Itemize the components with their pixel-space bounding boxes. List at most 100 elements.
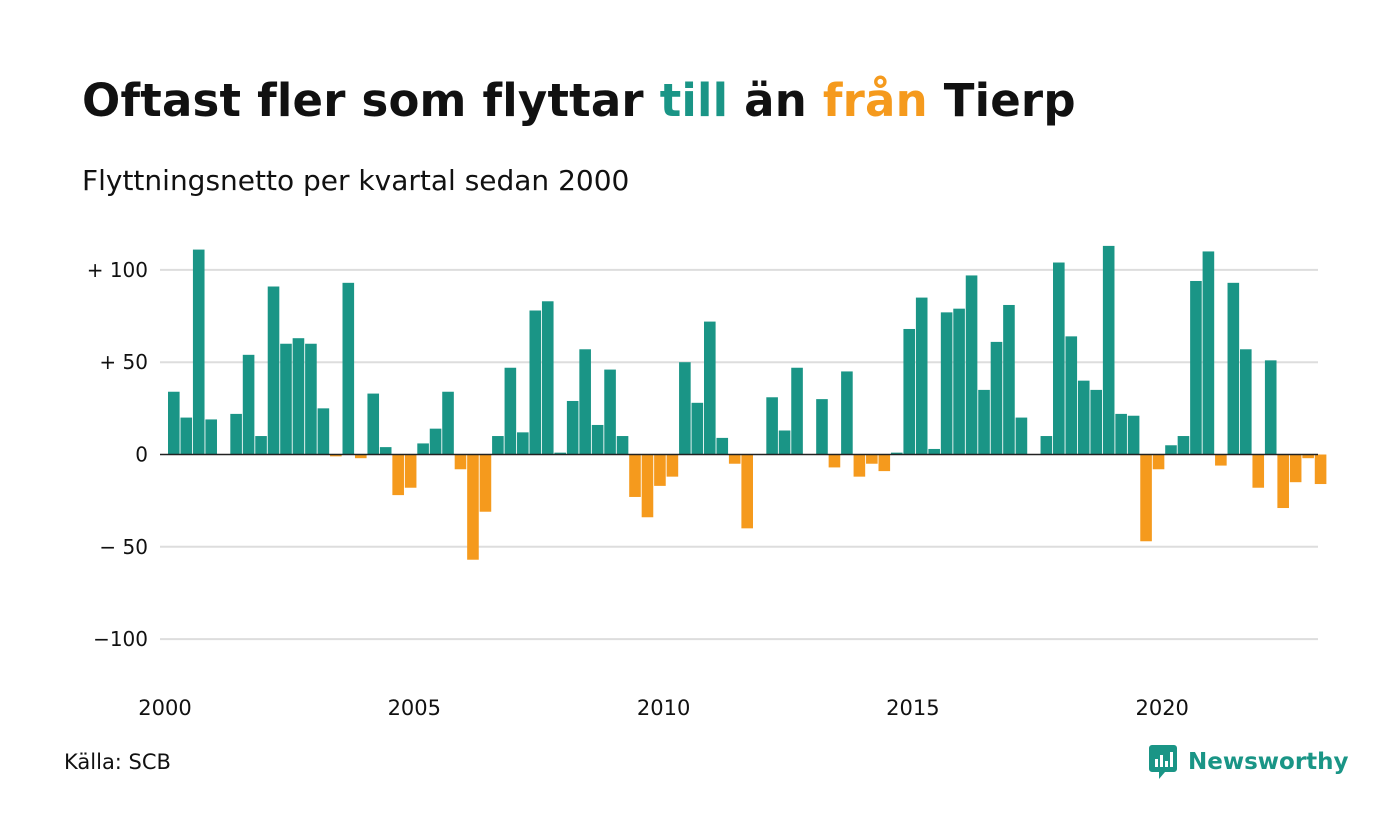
bar-2019Q3 [1140, 454, 1152, 542]
bar-2008Q3 [591, 424, 604, 455]
bar-2022Q4 [1302, 454, 1314, 459]
bar-2013Q1 [816, 399, 828, 455]
bar-2004Q4 [404, 454, 417, 488]
bar-2016Q1 [965, 275, 978, 455]
bar-undefined [1314, 454, 1327, 485]
bar-2016Q4 [1003, 304, 1015, 455]
bar-2019Q2 [1127, 415, 1140, 455]
bar-2005Q1 [417, 443, 429, 455]
bar-2001Q2 [230, 413, 242, 455]
bar-2004Q2 [379, 447, 392, 455]
bar-2021Q2 [1227, 282, 1240, 455]
bar-2019Q1 [1115, 413, 1127, 455]
bar-2015Q3 [940, 312, 953, 455]
brand-name: Newsworthy [1188, 749, 1349, 775]
bar-2000Q4 [205, 419, 217, 455]
bar-2013Q4 [853, 454, 866, 477]
bar-2010Q1 [666, 454, 679, 477]
bar-2010Q2 [679, 362, 691, 455]
bar-2011Q1 [716, 437, 729, 455]
bar-2013Q2 [828, 454, 841, 468]
bar-2010Q3 [691, 402, 704, 455]
bar-2022Q1 [1264, 360, 1277, 455]
x-tick-label: 2005 [388, 696, 441, 720]
y-tick-label: 0 [135, 443, 148, 467]
x-tick-label: 2015 [886, 696, 939, 720]
bar-2003Q4 [354, 454, 367, 459]
bar-2022Q2 [1277, 454, 1289, 509]
bar-2014Q2 [878, 454, 891, 472]
source-note: Källa: SCB [64, 750, 171, 774]
chart-title: Oftast fler som flyttar till än från Tie… [82, 74, 1076, 127]
bar-2002Q3 [292, 338, 305, 455]
bar-2015Q4 [953, 308, 965, 455]
bar-2007Q2 [529, 310, 542, 455]
bar-chart: + 100 + 50 0 − 50 −100 2000 2005 2010 2015 2020 [87, 245, 1327, 720]
title-part-1: Oftast fler som flyttar [82, 74, 660, 127]
bar-2000Q3 [192, 249, 205, 455]
bar-2007Q1 [517, 432, 529, 455]
x-tick-label: 2010 [637, 696, 690, 720]
y-tick-label: −100 [93, 627, 148, 651]
newsworthy-logo-icon [1149, 745, 1177, 779]
bar-2004Q1 [367, 393, 380, 455]
grid-layer [160, 268, 1318, 641]
bar-2017Q4 [1053, 262, 1065, 455]
title-highlight-till: till [659, 74, 729, 127]
bar-2009Q4 [654, 454, 666, 486]
bar-2016Q3 [990, 341, 1003, 455]
bar-2012Q1 [766, 397, 778, 455]
bar-2017Q1 [1015, 417, 1028, 455]
bar-2012Q2 [778, 430, 791, 455]
x-tick-label: 2000 [138, 696, 191, 720]
bar-2008Q4 [604, 369, 616, 455]
bar-2007Q4 [554, 452, 567, 455]
bar-2009Q1 [616, 436, 629, 455]
bar-2005Q3 [442, 391, 454, 455]
bar-2011Q3 [741, 454, 753, 529]
bar-2021Q1 [1215, 454, 1227, 466]
bar-2015Q1 [915, 297, 928, 455]
bar-2002Q4 [305, 343, 317, 455]
title-highlight-fran: från [822, 74, 928, 127]
bar-2011Q2 [728, 454, 741, 464]
bar-2000Q1 [168, 391, 180, 455]
bar-2020Q4 [1202, 251, 1215, 455]
y-axis-ticks: + 100 + 50 0 − 50 −100 [87, 258, 148, 651]
bar-2001Q3 [242, 354, 255, 455]
bar-2009Q3 [641, 454, 654, 518]
title-part-2: än [728, 74, 823, 127]
bar-2019Q4 [1152, 454, 1165, 470]
bar-2006Q2 [479, 454, 492, 512]
bar-2000Q2 [180, 417, 193, 455]
bar-2004Q3 [392, 454, 404, 496]
bar-2008Q1 [566, 400, 579, 455]
bar-2006Q1 [467, 454, 479, 560]
bar-2007Q3 [541, 301, 554, 455]
bar-2010Q4 [704, 321, 716, 455]
bar-2016Q2 [978, 389, 990, 455]
y-tick-label: + 50 [99, 350, 148, 374]
bar-2020Q2 [1177, 436, 1190, 455]
bar-2002Q2 [280, 343, 292, 455]
bar-2022Q3 [1289, 454, 1302, 483]
bar-2005Q4 [454, 454, 467, 470]
bar-2012Q3 [791, 367, 803, 455]
bar-2020Q3 [1190, 280, 1202, 455]
bar-2009Q2 [629, 454, 641, 497]
bar-2014Q4 [903, 328, 916, 455]
bar-2001Q4 [255, 436, 267, 455]
bar-2002Q1 [267, 286, 280, 455]
y-tick-label: − 50 [99, 535, 148, 559]
bar-2013Q3 [841, 371, 853, 455]
bar-2018Q3 [1090, 389, 1103, 455]
bar-2006Q3 [492, 436, 504, 455]
bar-2008Q2 [579, 349, 591, 455]
bar-2021Q3 [1239, 349, 1252, 455]
x-axis-ticks: 2000 2005 2010 2015 2020 [138, 696, 1189, 720]
bar-2005Q2 [429, 428, 442, 455]
newsworthy-brand: Newsworthy [1148, 742, 1349, 782]
y-tick-label: + 100 [87, 258, 148, 282]
bar-2015Q2 [928, 448, 940, 455]
chart-subtitle: Flyttningsnetto per kvartal sedan 2000 [82, 164, 630, 197]
